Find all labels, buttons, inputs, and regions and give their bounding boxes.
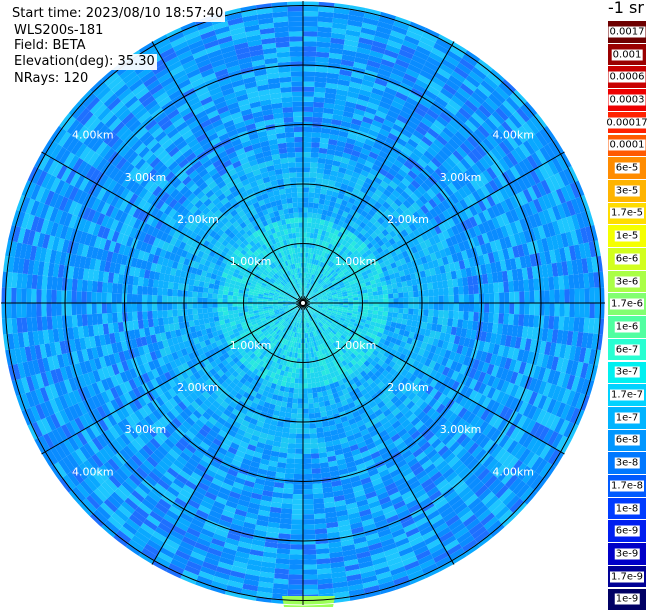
colorbar-level-label: 0.00017	[605, 117, 647, 128]
colorbar-level-label: 0.0017	[609, 26, 646, 37]
colorbar-level-label: 1e-7	[615, 412, 640, 423]
range-ring-label: 5.00km	[20, 507, 62, 520]
instrument-label: WLS200s-181	[12, 23, 105, 39]
colorbar-level: 3e-5	[608, 179, 646, 202]
range-ring-label: 1.00km	[230, 339, 272, 352]
colorbar-level-label: 1.7e-6	[610, 299, 644, 310]
colorbar-level: 0.0003	[608, 88, 646, 111]
range-ring-label: 5.00km	[20, 87, 62, 100]
colorbar-level-label: 1.7e-8	[610, 480, 644, 491]
colorbar-level: 1.7e-5	[608, 202, 646, 225]
colorbar-level-label: 3e-8	[615, 458, 640, 469]
colorbar-level-label: 1e-6	[615, 321, 640, 332]
range-ring-label: 4.00km	[72, 465, 114, 478]
range-ring-label: 3.00km	[440, 171, 482, 184]
range-ring-label: 1.00km	[335, 339, 377, 352]
range-ring-label: 4.00km	[492, 129, 534, 142]
range-ring-label: 4.00km	[72, 129, 114, 142]
colorbar-level: 0.0006	[608, 65, 646, 88]
start-time-label: Start time: 2023/08/10 18:57:40	[10, 6, 225, 22]
colorbar-level: 6e-7	[608, 338, 646, 361]
range-ring-label: 2.00km	[387, 381, 429, 394]
ppi-scan-plot: 1.00km 1.00km 1.00km 1.00km 2.00km 2.00km 2.00…	[0, 0, 607, 607]
colorbar-level-label: 6e-9	[615, 526, 640, 537]
range-ring-label: 2.00km	[177, 213, 219, 226]
range-ring-label: 1.00km	[335, 255, 377, 268]
colorbar-level: 6e-5	[608, 156, 646, 179]
range-ring-label: 4.00km	[492, 465, 534, 478]
colorbar-level: 0.0001	[608, 134, 646, 157]
colorbar-level: 1.7e-7	[608, 383, 646, 406]
colorbar-level: 3e-6	[608, 270, 646, 293]
colorbar-level: 3e-9	[608, 542, 646, 565]
colorbar-level-label: 6e-5	[615, 163, 640, 174]
colorbar-level: 0.0017	[608, 20, 646, 43]
colorbar-level-label: 1e-9	[615, 594, 640, 605]
colorbar-level: 3e-7	[608, 361, 646, 384]
colorbar-level: 1e-8	[608, 497, 646, 520]
radar-origin-marker	[301, 301, 306, 306]
colorbar-level: 3e-8	[608, 451, 646, 474]
colorbar-level: 1.7e-8	[608, 474, 646, 497]
colorbar-level: 1.7e-9	[608, 565, 646, 588]
colorbar-level-label: 6e-7	[615, 344, 640, 355]
colorbar-level-label: 6e-8	[615, 435, 640, 446]
range-ring-label: 5.00km	[545, 507, 587, 520]
elevation-label: Elevation(deg): 35.30	[12, 54, 157, 70]
colorbar-level: 6e-8	[608, 429, 646, 452]
range-ring-label: 3.00km	[125, 423, 167, 436]
colorbar-level-label: 1.7e-9	[610, 571, 644, 582]
colorbar-level-label: 3e-6	[615, 276, 640, 287]
colorbar-level-label: 0.001	[612, 49, 643, 60]
colorbar-level-label: 1.7e-5	[610, 208, 644, 219]
range-ring-label: 1.00km	[230, 255, 272, 268]
range-ring-label: 2.00km	[387, 213, 429, 226]
colorbar-level-label: 6e-6	[615, 253, 640, 264]
colorbar-level-label: 0.0006	[609, 72, 646, 83]
colorbar-level-label: 3e-5	[615, 185, 640, 196]
range-ring-label: 5.00km	[545, 87, 587, 100]
range-ring-label: 3.00km	[440, 423, 482, 436]
colorbar-level: 6e-9	[608, 519, 646, 542]
colorbar-level-label: 3e-7	[615, 367, 640, 378]
colorbar-level-label: 0.0001	[609, 140, 646, 151]
range-ring-label: 3.00km	[125, 171, 167, 184]
nrays-label: NRays: 120	[12, 71, 90, 87]
colorbar-level: 6e-6	[608, 247, 646, 270]
range-ring-label: 2.00km	[177, 381, 219, 394]
field-label: Field: BETA	[12, 38, 87, 54]
colorbar-level: 1.7e-6	[608, 292, 646, 315]
colorbar-level: 1e-6	[608, 315, 646, 338]
colorbar-level: 0.00017	[608, 111, 646, 134]
colorbar-unit-title: -1 sr	[608, 0, 644, 17]
colorbar-level: 1e-7	[608, 406, 646, 429]
colorbar-level-label: 3e-9	[615, 548, 640, 559]
colorbar-level-label: 1e-5	[615, 231, 640, 242]
colorbar-level-label: 1e-8	[615, 503, 640, 514]
colorbar-level: 1e-5	[608, 224, 646, 247]
colorbar-level: 0.001	[608, 43, 646, 66]
colorbar-level-label: 0.0003	[609, 94, 646, 105]
colorbar-level-label: 1.7e-7	[610, 390, 644, 401]
